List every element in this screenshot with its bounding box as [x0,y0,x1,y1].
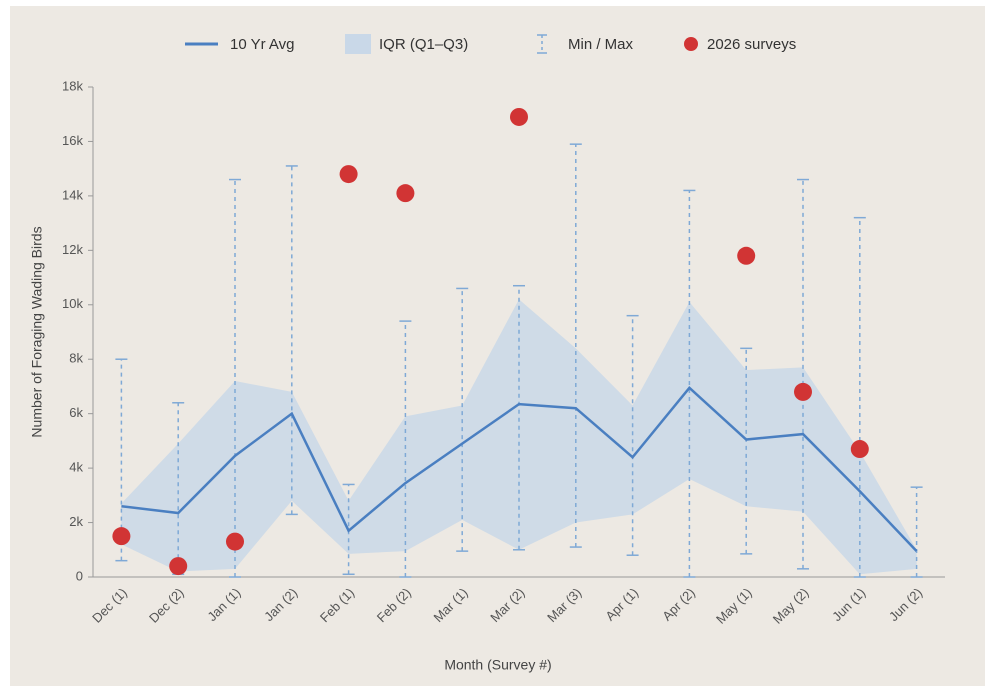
y-tick-label: 4k [69,460,83,475]
legend-label: IQR (Q1–Q3) [379,36,468,53]
legend-label: 2026 surveys [707,36,796,53]
survey-dot [396,184,415,203]
y-tick-label: 6k [69,405,83,420]
survey-dot [169,557,188,576]
y-tick-label: 16k [62,133,83,148]
survey-dot [226,532,244,551]
y-tick-label: 0 [76,568,83,583]
legend-whisker [537,34,547,54]
legend-label: Min / Max [568,36,634,53]
y-tick-label: 2k [69,514,83,529]
legend-dot [684,37,698,51]
legend: 10 Yr Avg IQR (Q1–Q3) Min / Max 2026 sur… [185,34,796,54]
survey-dot [339,165,358,184]
y-axis-label: Number of Foraging Wading Birds [29,226,45,437]
y-tick-label: 8k [69,351,83,366]
survey-dot [737,246,756,265]
legend-label: 10 Yr Avg [230,36,295,53]
y-tick-label: 14k [62,187,83,202]
survey-dot [112,527,131,546]
survey-dot [510,107,528,126]
x-axis-label: Month (Survey #) [444,657,551,673]
y-tick-label: 12k [62,242,83,257]
survey-dot [850,440,869,459]
avg-line [121,385,918,552]
y-tick-label: 10k [62,296,83,311]
survey-dot [794,382,812,401]
legend-area [345,34,371,54]
y-tick-label: 18k [62,78,83,93]
